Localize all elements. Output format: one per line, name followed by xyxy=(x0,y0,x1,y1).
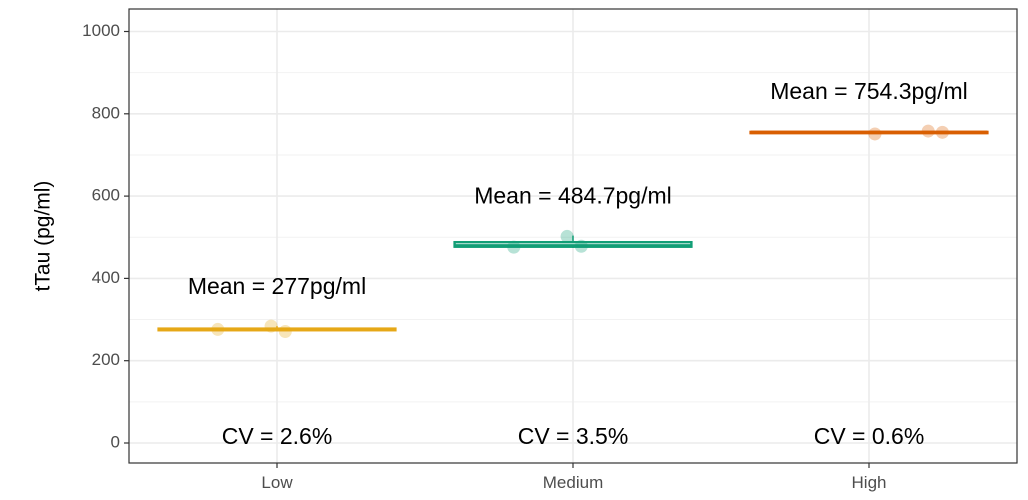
data-point xyxy=(211,322,225,336)
y-axis-title: tTau (pg/ml) xyxy=(32,181,55,292)
data-point xyxy=(574,239,588,253)
y-tick-label: 600 xyxy=(92,186,120,205)
annotations: Mean = 277pg/ml CV = 2.6% Mean = 484.7pg/m… xyxy=(188,78,968,449)
data-point xyxy=(921,124,935,138)
y-tick-label: 800 xyxy=(92,103,120,122)
data-point xyxy=(868,127,882,141)
points xyxy=(211,124,949,338)
x-tick-label: Medium xyxy=(543,473,603,492)
mean-label: Mean = 484.7pg/ml xyxy=(474,183,672,209)
data-point xyxy=(935,125,949,139)
x-tick-label: Low xyxy=(261,473,293,492)
data-point xyxy=(264,319,278,333)
y-axis: 0 200 400 600 800 1000 xyxy=(82,21,129,451)
boxes xyxy=(157,130,989,332)
mean-label: Mean = 277pg/ml xyxy=(188,273,366,299)
y-tick-label: 200 xyxy=(92,350,120,369)
y-tick-label: 1000 xyxy=(82,21,120,40)
cv-label: CV = 0.6% xyxy=(814,423,925,449)
data-point xyxy=(278,324,292,338)
y-tick-label: 400 xyxy=(92,268,120,287)
cv-label: CV = 3.5% xyxy=(518,423,629,449)
x-axis: Low Medium High xyxy=(261,463,886,492)
data-point xyxy=(507,240,521,254)
cv-label: CV = 2.6% xyxy=(222,423,333,449)
data-point xyxy=(560,229,574,243)
x-tick-label: High xyxy=(852,473,887,492)
mean-label: Mean = 754.3pg/ml xyxy=(770,78,968,104)
y-tick-label: 0 xyxy=(111,432,120,451)
